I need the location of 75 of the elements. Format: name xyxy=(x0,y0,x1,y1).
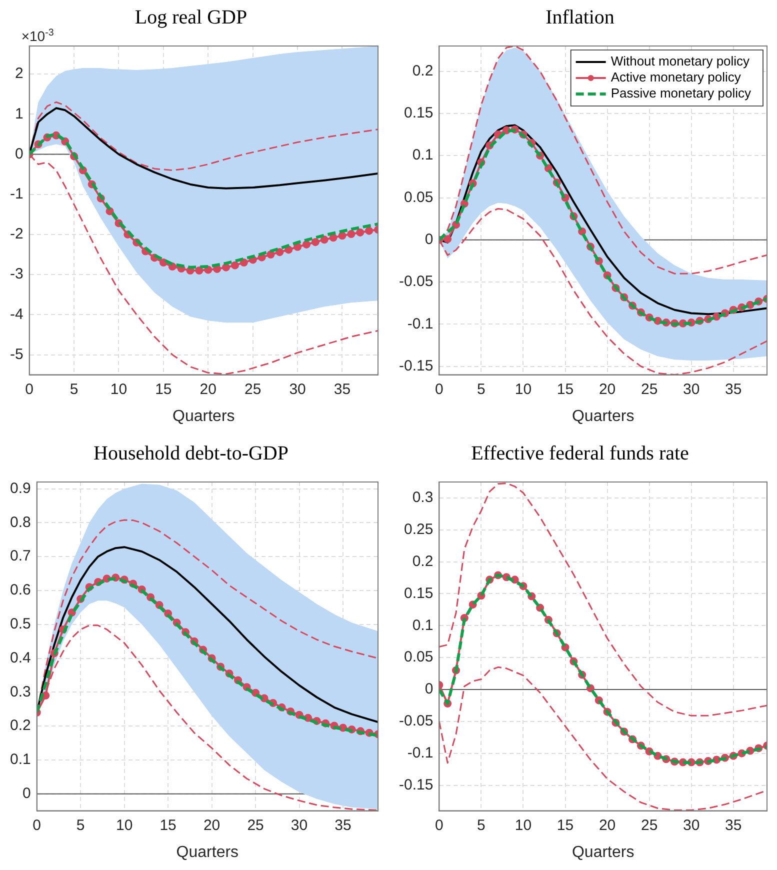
y-tick-label: 0 xyxy=(14,145,24,162)
y-tick-label: 0.05 xyxy=(404,648,434,666)
x-tick-label: 35 xyxy=(334,380,351,398)
y-tick-label: 0.2 xyxy=(412,552,434,570)
x-tick-label: 30 xyxy=(289,380,306,398)
x-tick-label: 20 xyxy=(203,816,220,834)
x-tick-label: 5 xyxy=(70,380,78,398)
y-tick-label: -0.15 xyxy=(398,358,434,375)
x-tick-label: 30 xyxy=(290,816,308,834)
y-tick-label: 0.3 xyxy=(10,683,31,700)
y-tick-label: 0.15 xyxy=(404,584,434,602)
x-tick-label: 5 xyxy=(76,816,85,834)
x-tick-label: 10 xyxy=(514,816,532,834)
x-tick-label: 15 xyxy=(556,380,574,398)
y-tick-label: -0.05 xyxy=(398,712,434,730)
y-tick-label: 0.8 xyxy=(10,514,31,531)
y-tick-label: 2 xyxy=(14,65,24,82)
x-tick-label: 5 xyxy=(477,816,486,834)
x-tick-label: 20 xyxy=(598,816,616,834)
y-tick-label: 0.7 xyxy=(10,548,31,565)
y-tick-label: 0.05 xyxy=(404,188,434,206)
y-tick-label: 0 xyxy=(424,680,434,698)
legend-label: Passive monetary policy xyxy=(610,86,752,101)
legend-label: Without monetary policy xyxy=(610,54,750,69)
x-tick-label: 5 xyxy=(477,380,486,398)
x-tick-label: 15 xyxy=(556,816,574,834)
y-tick-label: 0.5 xyxy=(10,616,31,633)
y-tick-label: -0.1 xyxy=(407,315,434,332)
x-tick-label: 10 xyxy=(110,380,128,398)
x-tick-label: 35 xyxy=(725,816,742,834)
x-tick-label: 30 xyxy=(683,380,700,398)
y-tick-label: -0.05 xyxy=(398,273,434,290)
y-tick-label: -1 xyxy=(10,186,24,202)
y-tick-label: 0 xyxy=(424,231,434,248)
x-axis-title: Quarters xyxy=(572,844,634,861)
y-tick-label: -5 xyxy=(10,346,24,363)
y-tick-label: -0.1 xyxy=(407,744,434,762)
x-tick-label: 15 xyxy=(160,816,176,834)
y-tick-label: 0.25 xyxy=(404,521,434,538)
chart-title: Effective federal funds rate xyxy=(471,442,690,464)
chart-title: Inflation xyxy=(546,6,614,28)
x-axis-title: Quarters xyxy=(176,844,239,861)
x-tick-label: 10 xyxy=(116,816,133,834)
y-tick-label: 0 xyxy=(22,784,31,802)
x-tick-label: 15 xyxy=(155,380,172,398)
y-tick-label: 0.1 xyxy=(10,751,31,768)
chart-title: Log real GDP xyxy=(134,6,248,28)
y-tick-label: 0.15 xyxy=(404,104,434,122)
x-tick-label: 25 xyxy=(640,380,658,398)
x-axis-title: Quarters xyxy=(172,408,235,425)
y-tick-label: 0.3 xyxy=(412,489,434,506)
y-tick-label: 0.6 xyxy=(10,582,31,599)
x-tick-label: 25 xyxy=(244,380,262,398)
y-tick-label: -4 xyxy=(10,306,24,323)
y-tick-label: 0.2 xyxy=(412,62,434,80)
y-tick-label: 0.4 xyxy=(10,649,31,666)
x-tick-label: 20 xyxy=(200,380,216,398)
chart-title: Household debt-to-GDP xyxy=(94,442,288,464)
x-axis-title: Quarters xyxy=(572,408,634,425)
y-tick-label: 0.1 xyxy=(412,146,434,164)
x-tick-label: 25 xyxy=(247,816,264,834)
y-tick-label: -0.15 xyxy=(398,776,434,794)
y-tick-label: 0.1 xyxy=(412,616,434,634)
x-tick-label: 20 xyxy=(598,380,616,398)
y-tick-label: 0.2 xyxy=(10,717,31,734)
y-tick-label: -3 xyxy=(10,266,24,283)
legend-label: Active monetary policy xyxy=(610,70,742,85)
y-tick-label: 1 xyxy=(14,105,24,122)
x-tick-label: 30 xyxy=(683,816,700,834)
x-tick-label: 25 xyxy=(640,816,658,834)
y-tick-label: 0.9 xyxy=(10,480,31,497)
y-tick-label: -2 xyxy=(10,226,24,243)
x-tick-label: 35 xyxy=(725,380,742,398)
x-tick-label: 10 xyxy=(514,380,532,398)
x-tick-label: 35 xyxy=(334,816,352,834)
